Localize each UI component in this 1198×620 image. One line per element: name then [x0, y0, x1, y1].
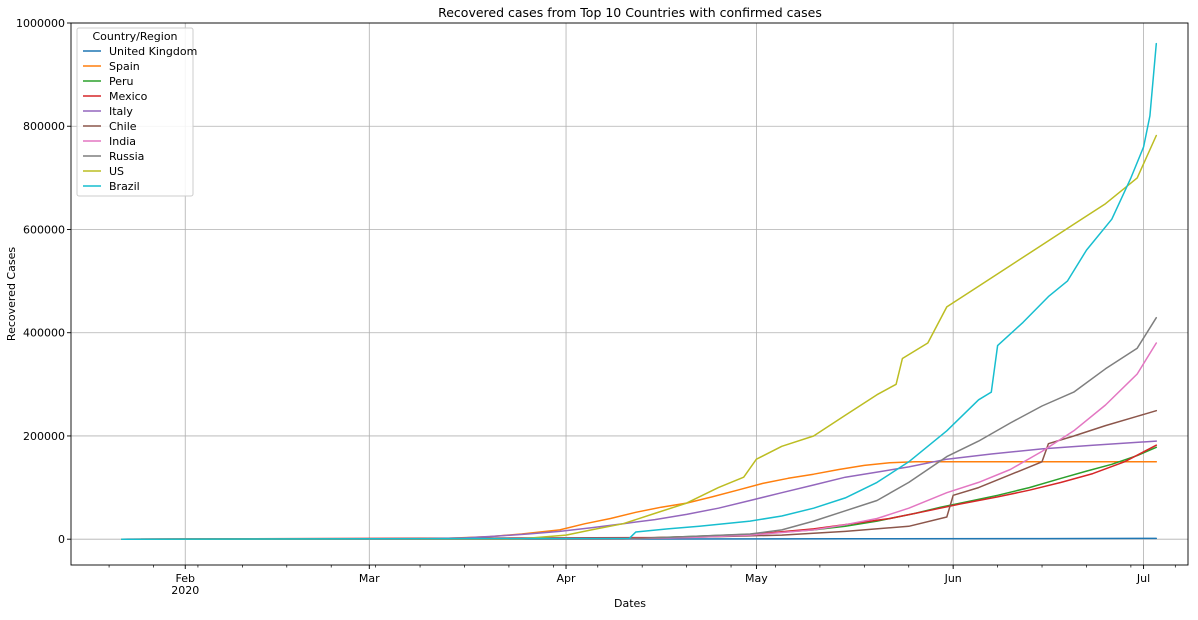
legend-entry-label: Italy [109, 105, 133, 118]
legend-box [76, 27, 194, 197]
legend-items: United Kingdom Spain Peru Mexico Italy Chile I… [83, 45, 197, 193]
chart-title: Recovered cases from Top 10 Countries wi… [438, 5, 822, 20]
x-tick-sublabel: 2020 [171, 584, 199, 597]
legend: Country/Region United Kingdom Spain Peru Me… [76, 27, 197, 197]
legend-entry-label: Spain [109, 60, 140, 73]
legend-entry-label: Brazil [109, 180, 140, 193]
legend-entry-label: India [109, 135, 136, 148]
legend-entry-label: US [109, 165, 124, 178]
legend-entry-label: United Kingdom [109, 45, 197, 58]
x-tick-label: Mar [359, 572, 380, 585]
series-line-brazil [121, 42, 1158, 540]
series-line-italy [121, 440, 1158, 540]
x-tick-label: Jun [944, 572, 962, 585]
series-layer [121, 42, 1158, 540]
grid-layer [71, 22, 1188, 565]
y-axis: 0 200000 400000 600000 800000 1000000 [16, 17, 71, 546]
series-line-india [121, 342, 1158, 540]
plot-frame [70, 22, 1189, 566]
series-line-chile [121, 409, 1158, 540]
x-axis-title: Dates [614, 597, 646, 610]
x-tick-label: May [745, 572, 768, 585]
x-tick-label: Jul [1136, 572, 1150, 585]
y-axis-title: Recovered Cases [5, 247, 18, 341]
x-tick-label: Apr [557, 572, 577, 585]
y-tick-label: 0 [58, 533, 65, 546]
series-line-us [121, 134, 1158, 540]
legend-entry-label: Chile [109, 120, 137, 133]
x-tick-label: Feb [175, 572, 194, 585]
legend-title: Country/Region [92, 30, 177, 43]
legend-entry-label: Russia [109, 150, 144, 163]
y-tick-label: 1000000 [16, 17, 65, 30]
series-line-russia [121, 316, 1158, 540]
series-line-mexico [121, 444, 1158, 540]
y-tick-label: 200000 [23, 430, 65, 443]
legend-entry-label: Mexico [109, 90, 148, 103]
y-tick-label: 600000 [23, 223, 65, 236]
legend-entry-label: Peru [109, 75, 134, 88]
y-tick-label: 400000 [23, 327, 65, 340]
y-tick-label: 800000 [23, 120, 65, 133]
